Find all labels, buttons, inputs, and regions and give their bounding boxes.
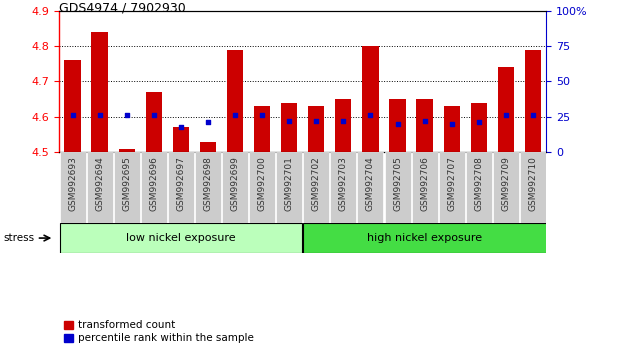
Bar — [200, 142, 216, 152]
Bar — [195, 152, 221, 223]
Bar — [308, 106, 324, 152]
Bar — [227, 50, 243, 152]
Bar — [168, 152, 194, 223]
Point — [474, 120, 484, 125]
Bar — [417, 99, 433, 152]
Bar — [438, 152, 465, 223]
Bar — [222, 152, 248, 223]
Point — [94, 113, 104, 118]
Point — [366, 113, 376, 118]
Text: GSM992706: GSM992706 — [420, 156, 429, 211]
Text: GDS4974 / 7902930: GDS4974 / 7902930 — [59, 2, 186, 15]
Bar — [389, 99, 406, 152]
Text: GSM992709: GSM992709 — [501, 156, 510, 211]
Legend: transformed count, percentile rank within the sample: transformed count, percentile rank withi… — [64, 320, 253, 343]
Point — [149, 113, 159, 118]
Text: GSM992699: GSM992699 — [230, 156, 240, 211]
Bar — [384, 152, 410, 223]
Text: GSM992707: GSM992707 — [447, 156, 456, 211]
Bar — [60, 152, 86, 223]
Text: GSM992703: GSM992703 — [339, 156, 348, 211]
Bar — [254, 106, 270, 152]
Bar — [362, 46, 379, 152]
Text: GSM992705: GSM992705 — [393, 156, 402, 211]
Bar — [443, 106, 460, 152]
Point — [122, 113, 132, 118]
Point — [68, 113, 78, 118]
Point — [392, 121, 402, 127]
Bar — [493, 152, 519, 223]
Bar — [303, 152, 329, 223]
Bar — [335, 99, 351, 152]
Text: GSM992701: GSM992701 — [284, 156, 294, 211]
Point — [203, 120, 213, 125]
Text: GSM992698: GSM992698 — [204, 156, 212, 211]
Bar — [119, 149, 135, 152]
Text: GSM992697: GSM992697 — [176, 156, 185, 211]
Text: GSM992695: GSM992695 — [122, 156, 131, 211]
Bar — [498, 67, 514, 152]
Bar — [114, 152, 140, 223]
Point — [230, 113, 240, 118]
Text: GSM992702: GSM992702 — [312, 156, 321, 211]
Bar — [358, 152, 383, 223]
Bar — [303, 223, 547, 253]
Text: GSM992694: GSM992694 — [95, 156, 104, 211]
Text: GSM992696: GSM992696 — [149, 156, 158, 211]
Text: low nickel exposure: low nickel exposure — [126, 233, 236, 243]
Bar — [330, 152, 356, 223]
Text: stress: stress — [3, 233, 34, 243]
Bar — [466, 152, 492, 223]
Bar — [276, 152, 302, 223]
Bar — [525, 50, 541, 152]
Point — [338, 118, 348, 124]
Bar — [146, 92, 162, 152]
Point — [528, 113, 538, 118]
Text: GSM992693: GSM992693 — [68, 156, 77, 211]
Bar — [249, 152, 275, 223]
Bar — [91, 32, 108, 152]
Bar — [471, 103, 487, 152]
Bar — [86, 152, 112, 223]
Bar — [60, 223, 302, 253]
Point — [420, 118, 430, 124]
Text: GSM992704: GSM992704 — [366, 156, 375, 211]
Bar — [173, 127, 189, 152]
Point — [284, 118, 294, 124]
Text: GSM992710: GSM992710 — [528, 156, 537, 211]
Point — [311, 118, 321, 124]
Bar — [65, 60, 81, 152]
Bar — [412, 152, 438, 223]
Bar — [281, 103, 297, 152]
Text: GSM992708: GSM992708 — [474, 156, 483, 211]
Text: high nickel exposure: high nickel exposure — [367, 233, 482, 243]
Bar — [141, 152, 167, 223]
Point — [446, 121, 456, 127]
Bar — [520, 152, 546, 223]
Point — [501, 113, 511, 118]
Point — [176, 124, 186, 130]
Point — [257, 113, 267, 118]
Text: GSM992700: GSM992700 — [258, 156, 266, 211]
